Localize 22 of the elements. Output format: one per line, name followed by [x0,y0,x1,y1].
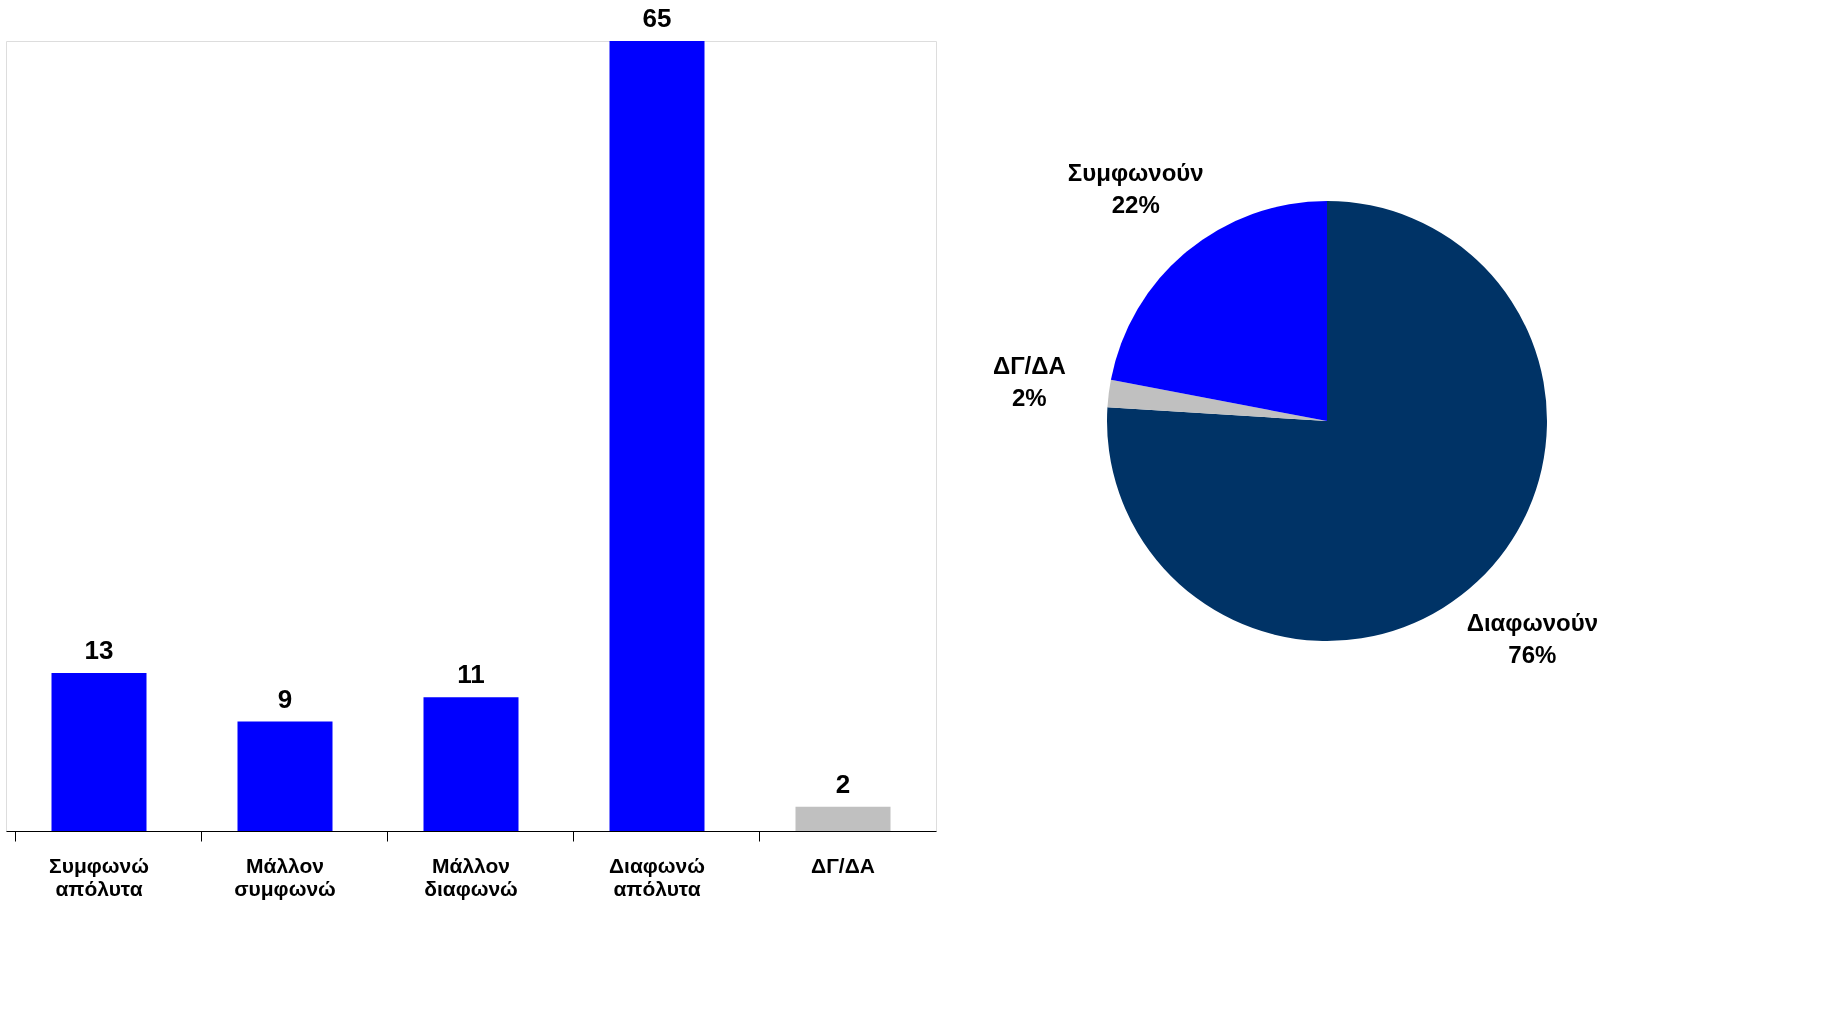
x-tick-label: Μάλλον διαφωνώ [424,853,518,900]
data-label: 2% [1012,384,1047,412]
slice-label: Διαφωνούν [1466,608,1599,636]
data-label: 65 [642,3,672,33]
data-label: 2 [835,768,851,799]
bar [237,721,333,831]
bar [51,673,147,831]
x-tick-label: Διαφωνώ απόλυτα [608,853,706,900]
slice-label: Συμφωνούν [1067,158,1204,186]
bar [423,697,519,831]
x-tick-label: ΔΓ/ΔΑ [811,853,875,877]
data-label: 11 [457,659,485,690]
data-label: 9 [277,683,293,714]
data-label: 22% [1111,190,1160,218]
bar [795,806,891,831]
bar [609,41,705,831]
x-tick-label: Μάλλον συμφωνώ [234,853,336,900]
pie-slice [1107,379,1327,421]
data-label: 13 [84,635,114,665]
x-tick-label: Συμφωνώ απόλυτα [49,853,149,900]
slice-label: ΔΓ/ΔΑ [992,352,1066,380]
data-label: 76% [1508,640,1557,668]
